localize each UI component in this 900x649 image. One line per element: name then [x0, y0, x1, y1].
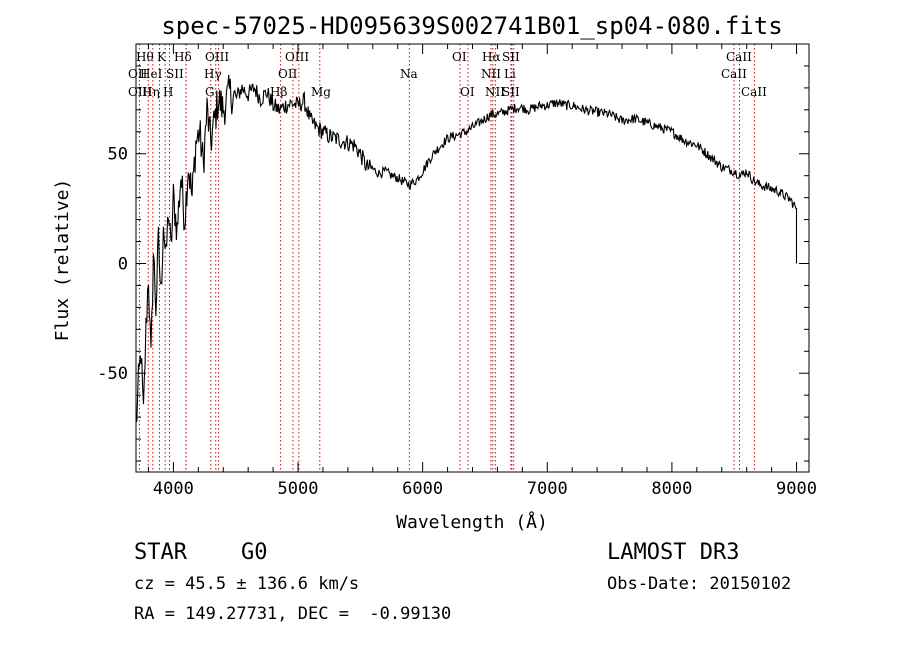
x-tick-label: 9000: [776, 479, 817, 499]
line-label: K: [157, 50, 167, 64]
y-axis-label: Flux (relative): [52, 179, 73, 342]
x-axis-label: Wavelength (Å): [396, 511, 548, 533]
line-label: Li: [504, 67, 516, 81]
line-label: Hθ: [136, 50, 154, 64]
line-label: NII: [485, 85, 505, 99]
x-tick-label: 7000: [527, 479, 568, 499]
line-label: Na: [400, 67, 418, 81]
line-label: OIII: [128, 85, 152, 99]
line-label: SII: [502, 85, 520, 99]
line-label: Hα: [482, 50, 501, 64]
spectrum-line: [135, 74, 798, 423]
line-label: CaII: [721, 67, 747, 81]
line-label: OIII: [285, 50, 309, 64]
line-label: OIII: [205, 50, 229, 64]
line-label: Mg: [311, 85, 331, 99]
object-class: STAR: [134, 540, 187, 565]
line-label: H: [163, 85, 173, 99]
line-label: G: [205, 85, 215, 99]
y-tick-label: -50: [97, 364, 128, 384]
line-markers: [138, 44, 755, 472]
x-tick-label: 6000: [402, 479, 443, 499]
axis-ticks: 4000 5000 6000 7000 8000 9000 -50 0 50: [97, 43, 817, 499]
line-label: HeI: [140, 67, 163, 81]
x-tick-label: 8000: [651, 479, 692, 499]
line-label: Hγ: [204, 67, 222, 81]
line-label: OII: [278, 67, 298, 81]
line-label: CaII: [726, 50, 752, 64]
line-label: SII: [166, 67, 184, 81]
y-tick-label: 0: [118, 254, 128, 274]
x-tick-label: 5000: [278, 479, 319, 499]
obs-date: Obs-Date: 20150102: [607, 574, 792, 594]
coordinates: RA = 149.27731, DEC = -0.99130: [134, 604, 452, 624]
line-label: Hδ: [174, 50, 192, 64]
object-subclass: G0: [241, 540, 268, 565]
y-tick-label: 50: [108, 145, 128, 165]
line-label: CaII: [741, 85, 767, 99]
line-label: OI: [452, 50, 467, 64]
plot-frame: [135, 43, 810, 473]
survey-name: LAMOST DR3: [607, 540, 740, 565]
x-tick-label: 4000: [153, 479, 194, 499]
line-label: SII: [502, 50, 520, 64]
line-label: OI: [460, 85, 475, 99]
line-label: Hη: [142, 85, 160, 99]
line-label: OII: [128, 67, 148, 81]
line-label: Hβ: [270, 85, 287, 99]
chart-title: spec-57025-HD095639S002741B01_sp04-080.f…: [161, 12, 782, 40]
line-label: NII: [481, 67, 501, 81]
redshift-cz: cz = 45.5 ± 136.6 km/s: [134, 574, 360, 594]
